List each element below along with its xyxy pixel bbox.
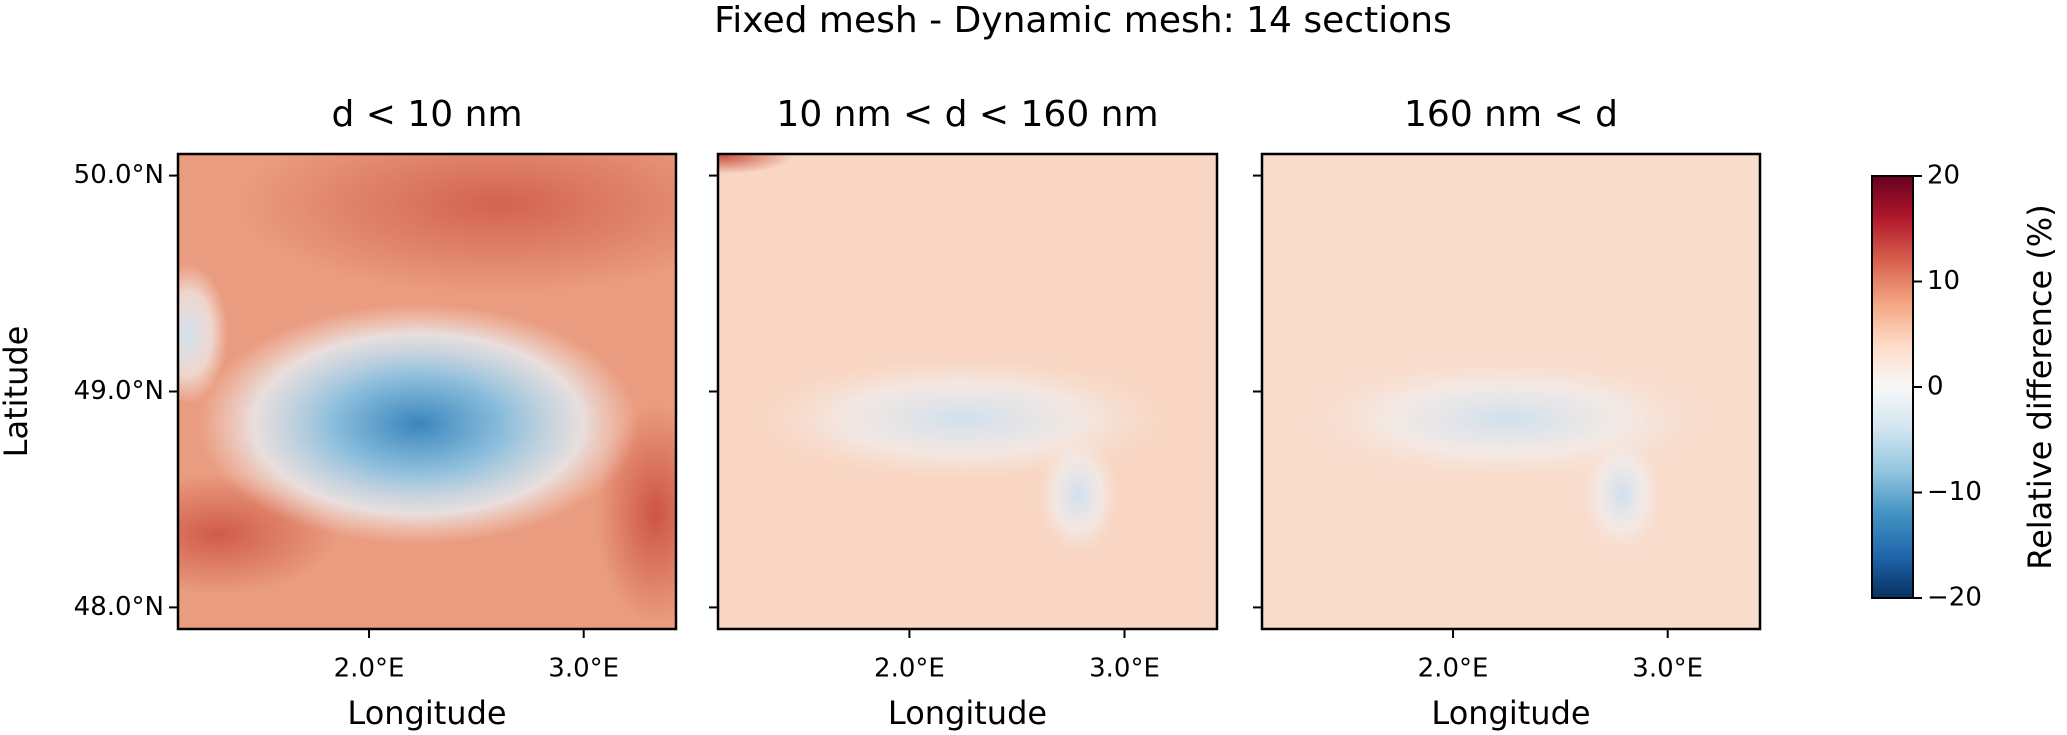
x-tick-label: 2.0°E	[1418, 654, 1489, 684]
x-tick-label: 3.0°E	[548, 654, 619, 684]
y-tick-label: 48.0°N	[74, 592, 164, 622]
panel-title: 160 nm < d	[1404, 94, 1618, 135]
panel-title: 10 nm < d < 160 nm	[776, 94, 1158, 135]
panel-title: d < 10 nm	[331, 94, 522, 135]
x-axis-label: Longitude	[1431, 694, 1590, 732]
x-tick-label: 3.0°E	[1632, 654, 1703, 684]
x-axis-label: Longitude	[347, 694, 506, 732]
colorbar-tick-label: 20	[1927, 161, 1960, 191]
x-axis-label: Longitude	[888, 694, 1047, 732]
figure-title: Fixed mesh - Dynamic mesh: 14 sections	[714, 0, 1452, 41]
heatmap	[178, 154, 676, 629]
x-tick-label: 2.0°E	[334, 654, 405, 684]
heatmap-region	[178, 264, 228, 404]
colorbar-tick-label: 0	[1927, 372, 1944, 402]
heatmap-region	[718, 154, 793, 174]
colorbar	[1871, 175, 1914, 599]
heatmap	[1262, 154, 1760, 629]
x-tick-label: 2.0°E	[874, 654, 945, 684]
y-axis-label: Latitude	[0, 326, 35, 458]
y-tick-label: 50.0°N	[74, 160, 164, 190]
x-tick-label: 3.0°E	[1089, 654, 1160, 684]
y-tick-label: 49.0°N	[74, 376, 164, 406]
heatmap-region	[238, 154, 676, 294]
colorbar-tick-label: −10	[1927, 477, 1982, 507]
colorbar-tick-label: 10	[1927, 266, 1960, 296]
heatmap	[718, 154, 1217, 629]
heatmap-region	[198, 304, 638, 544]
heatmap-region	[1038, 434, 1118, 554]
colorbar-tick-label: −20	[1927, 583, 1982, 613]
heatmap-region	[1582, 434, 1662, 554]
colorbar-label: Relative difference (%)	[2021, 204, 2059, 569]
